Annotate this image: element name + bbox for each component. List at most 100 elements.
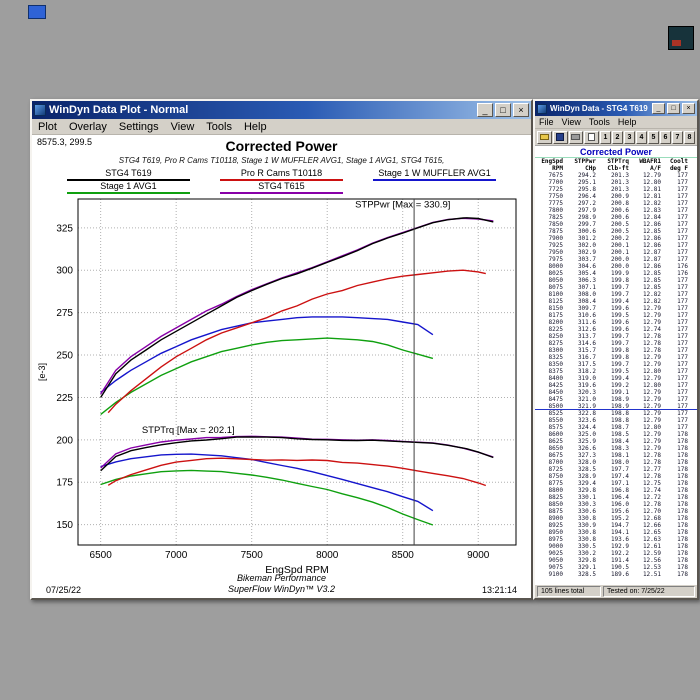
data-row-8200[interactable]: 8200 311.6 199.6 12.79 177 — [535, 319, 697, 326]
close-button[interactable]: × — [513, 103, 529, 117]
data-row-8925[interactable]: 8925 330.9 194.7 12.66 178 — [535, 522, 697, 529]
menu-overlay[interactable]: Overlay — [68, 120, 107, 133]
data-row-8400[interactable]: 8400 319.0 199.4 12.79 177 — [535, 375, 697, 382]
desktop-document-icon[interactable] — [28, 5, 46, 19]
data-cell: 302.0 — [577, 242, 596, 249]
close-button[interactable]: × — [682, 103, 695, 114]
data-row-8975[interactable]: 8975 330.8 193.6 12.63 178 — [535, 536, 697, 543]
data-row-8025[interactable]: 8025 305.4 199.9 12.85 176 — [535, 270, 697, 277]
data-row-8575[interactable]: 8575 324.4 198.7 12.80 177 — [535, 424, 697, 431]
power-torque-chart[interactable]: 6500 7000 7500 8000 8500 9000 150 175 200 225 250 2… — [32, 195, 531, 587]
data-cell: 8775 — [548, 480, 563, 487]
menu-tools[interactable]: Tools — [588, 117, 610, 127]
data-row-8675[interactable]: 8675 327.3 198.1 12.78 178 — [535, 452, 697, 459]
data-row-8000[interactable]: 8000 304.6 200.0 12.86 176 — [535, 263, 697, 270]
data-row-8325[interactable]: 8325 316.7 199.8 12.79 177 — [535, 354, 697, 361]
maximize-button[interactable]: □ — [495, 103, 511, 117]
data-row-8050[interactable]: 8050 306.3 199.8 12.85 177 — [535, 277, 697, 284]
data-row-8625[interactable]: 8625 325.9 198.4 12.79 178 — [535, 438, 697, 445]
data-row-8350[interactable]: 8350 317.5 199.7 12.79 177 — [535, 361, 697, 368]
data-row-8525[interactable]: 8525 322.8 198.8 12.79 177 — [535, 410, 697, 417]
menu-view[interactable]: View — [561, 117, 581, 127]
data-row-7700[interactable]: 7700 295.1 201.3 12.80 177 — [535, 179, 697, 186]
data-row-9075[interactable]: 9075 329.1 190.5 12.53 178 — [535, 564, 697, 571]
data-row-8425[interactable]: 8425 319.6 199.2 12.80 177 — [535, 382, 697, 389]
data-cell: 12.86 — [642, 242, 661, 249]
data-row-8125[interactable]: 8125 308.4 199.4 12.82 177 — [535, 298, 697, 305]
data-row-8150[interactable]: 8150 309.7 199.6 12.79 177 — [535, 305, 697, 312]
data-row-8950[interactable]: 8950 330.8 194.1 12.65 178 — [535, 529, 697, 536]
data-row-7750[interactable]: 7750 296.4 200.9 12.81 177 — [535, 193, 697, 200]
data-row-8900[interactable]: 8900 330.8 195.2 12.68 178 — [535, 515, 697, 522]
data-row-8475[interactable]: 8475 321.0 198.9 12.79 177 — [535, 396, 697, 403]
data-row-7725[interactable]: 7725 295.8 201.3 12.81 177 — [535, 186, 697, 193]
view-button-2[interactable]: 2 — [612, 130, 623, 144]
legend-label: STG4 T615 — [258, 181, 305, 191]
data-row-8700[interactable]: 8700 328.0 198.0 12.78 178 — [535, 459, 697, 466]
data-row-8450[interactable]: 8450 320.3 199.1 12.79 177 — [535, 389, 697, 396]
data-row-7800[interactable]: 7800 297.9 200.6 12.83 177 — [535, 207, 697, 214]
data-row-8075[interactable]: 8075 307.1 199.7 12.85 177 — [535, 284, 697, 291]
view-button-5[interactable]: 5 — [648, 130, 659, 144]
data-row-8375[interactable]: 8375 318.2 199.5 12.80 177 — [535, 368, 697, 375]
data-row-7825[interactable]: 7825 298.9 200.6 12.84 177 — [535, 214, 697, 221]
data-row-8175[interactable]: 8175 310.6 199.5 12.79 177 — [535, 312, 697, 319]
print-button[interactable] — [568, 130, 584, 144]
data-row-9100[interactable]: 9100 328.5 189.6 12.51 178 — [535, 571, 697, 578]
menu-help[interactable]: Help — [243, 120, 267, 133]
menu-plot[interactable]: Plot — [38, 120, 57, 133]
data-row-7975[interactable]: 7975 303.7 200.0 12.87 177 — [535, 256, 697, 263]
open-button[interactable] — [537, 130, 552, 144]
view-button-4[interactable]: 4 — [636, 130, 647, 144]
data-row-8275[interactable]: 8275 314.6 199.7 12.78 177 — [535, 340, 697, 347]
data-row-8225[interactable]: 8225 312.6 199.6 12.74 177 — [535, 326, 697, 333]
minimize-button[interactable]: _ — [477, 103, 493, 117]
data-window-titlebar[interactable]: WinDyn Data - STG4 T619 (C:\windyn\...) … — [535, 101, 697, 116]
data-cell: 321.0 — [577, 396, 596, 403]
data-row-8775[interactable]: 8775 329.4 197.1 12.75 178 — [535, 480, 697, 487]
view-button-1[interactable]: 1 — [600, 130, 611, 144]
view-button-6[interactable]: 6 — [660, 130, 671, 144]
data-row-8500[interactable]: 8500 321.9 198.9 12.79 177 — [535, 403, 697, 410]
plot-border — [77, 198, 517, 546]
data-row-8825[interactable]: 8825 330.1 196.4 12.72 178 — [535, 494, 697, 501]
view-button-8[interactable]: 8 — [684, 130, 695, 144]
data-row-8300[interactable]: 8300 315.7 199.8 12.78 177 — [535, 347, 697, 354]
data-row-8875[interactable]: 8875 330.6 195.6 12.70 178 — [535, 508, 697, 515]
data-row-8725[interactable]: 8725 328.5 197.7 12.77 178 — [535, 466, 697, 473]
menu-file[interactable]: File — [539, 117, 554, 127]
menu-help[interactable]: Help — [617, 117, 637, 127]
data-row-7850[interactable]: 7850 299.7 200.5 12.86 177 — [535, 221, 697, 228]
data-row-7925[interactable]: 7925 302.0 200.1 12.86 177 — [535, 242, 697, 249]
data-row-8850[interactable]: 8850 330.3 196.0 12.78 178 — [535, 501, 697, 508]
data-row-7675[interactable]: 7675 294.2 201.3 12.79 177 — [535, 172, 697, 179]
maximize-button[interactable]: □ — [667, 103, 680, 114]
data-row-8650[interactable]: 8650 326.6 198.3 12.79 178 — [535, 445, 697, 452]
data-cell: 12.78 — [642, 452, 661, 459]
desktop-shortcut-icon[interactable] — [668, 26, 694, 50]
plot-window-titlebar[interactable]: WinDyn Data Plot - Normal _ □ × — [32, 101, 531, 119]
data-row-7875[interactable]: 7875 300.6 200.5 12.85 177 — [535, 228, 697, 235]
menu-tools[interactable]: Tools — [206, 120, 232, 133]
minimize-button[interactable]: _ — [652, 103, 665, 114]
data-row-8800[interactable]: 8800 329.8 196.8 12.74 178 — [535, 487, 697, 494]
data-row-8100[interactable]: 8100 308.0 199.7 12.82 177 — [535, 291, 697, 298]
data-row-8550[interactable]: 8550 323.6 198.8 12.79 177 — [535, 417, 697, 424]
data-cell: 294.2 — [577, 172, 596, 179]
data-row-8750[interactable]: 8750 328.9 197.4 12.78 178 — [535, 473, 697, 480]
menu-view[interactable]: View — [170, 120, 195, 133]
view-button-3[interactable]: 3 — [624, 130, 635, 144]
copy-button[interactable] — [584, 130, 599, 144]
view-button-7[interactable]: 7 — [672, 130, 683, 144]
menu-settings[interactable]: Settings — [118, 120, 159, 133]
data-row-7775[interactable]: 7775 297.2 200.8 12.82 177 — [535, 200, 697, 207]
data-row-9050[interactable]: 9050 329.8 191.4 12.56 178 — [535, 557, 697, 564]
data-row-8250[interactable]: 8250 313.7 199.7 12.78 177 — [535, 333, 697, 340]
data-row-9025[interactable]: 9025 330.2 192.2 12.59 178 — [535, 550, 697, 557]
data-row-7950[interactable]: 7950 302.9 200.1 12.87 177 — [535, 249, 697, 256]
data-row-9000[interactable]: 9000 330.5 192.9 12.61 178 — [535, 543, 697, 550]
save-button[interactable] — [552, 130, 568, 144]
data-row-7900[interactable]: 7900 301.2 200.2 12.86 177 — [535, 235, 697, 242]
data-row-8600[interactable]: 8600 325.0 198.5 12.79 178 — [535, 431, 697, 438]
data-cell: 8400 — [548, 375, 563, 382]
